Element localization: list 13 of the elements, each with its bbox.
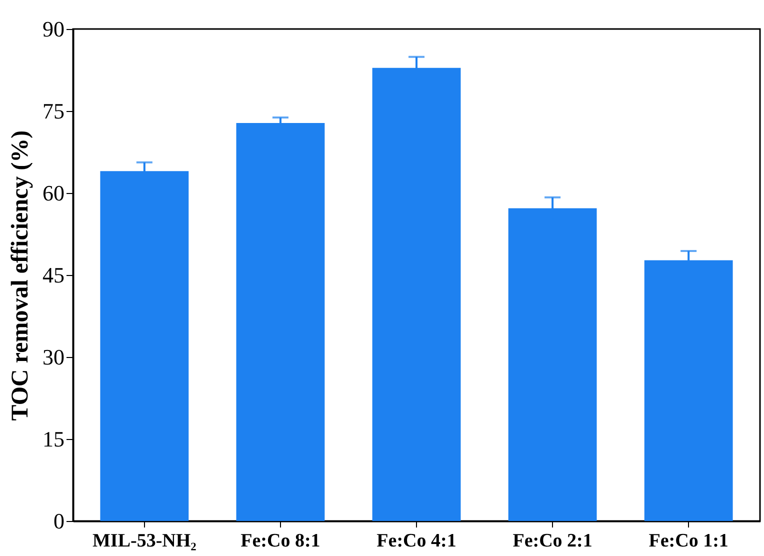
y-tick-label: 45 (42, 262, 64, 288)
x-tick-label: Fe:Co 1:1 (648, 530, 728, 552)
x-tick-label: Fe:Co 2:1 (512, 530, 592, 552)
y-tick-label: 0 (54, 508, 64, 534)
x-tick-label: Fe:Co 4:1 (376, 530, 456, 552)
y-tick-label: 75 (42, 98, 64, 124)
y-axis-title: TOC removal efficiency (%) (8, 130, 34, 421)
y-tick-label: 90 (42, 16, 64, 42)
y-tick-label: 60 (42, 180, 64, 206)
x-tick-label: MIL-53-NH₂ (92, 530, 197, 552)
x-tick-label: Fe:Co 8:1 (240, 530, 320, 552)
y-tick-label: 30 (42, 344, 64, 370)
y-tick-label: 15 (42, 426, 64, 452)
